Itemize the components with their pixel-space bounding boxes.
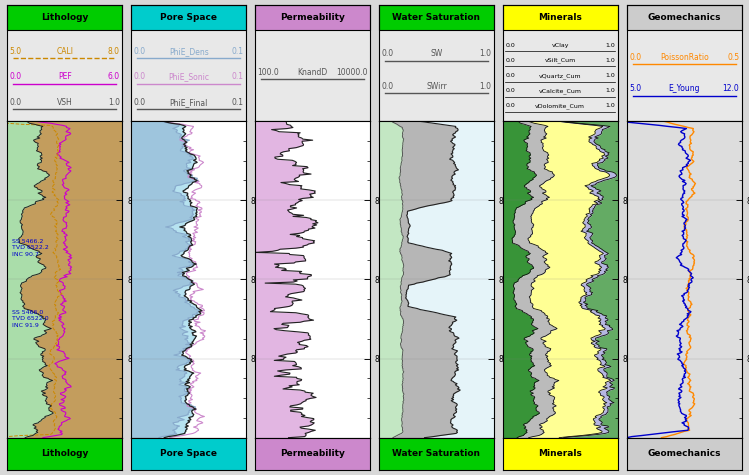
Text: vSilt_Cum: vSilt_Cum bbox=[545, 58, 576, 64]
Text: 0.0: 0.0 bbox=[133, 47, 146, 56]
Text: 1.0: 1.0 bbox=[479, 49, 491, 58]
Bar bbox=[379, 5, 494, 30]
Text: 1.0: 1.0 bbox=[606, 43, 616, 48]
Text: PhiE_Dens: PhiE_Dens bbox=[169, 47, 208, 56]
Text: vDolomite_Cum: vDolomite_Cum bbox=[536, 103, 585, 109]
Text: Minerals: Minerals bbox=[539, 449, 582, 458]
Text: 5.0: 5.0 bbox=[629, 84, 641, 93]
Text: Water Saturation: Water Saturation bbox=[392, 13, 480, 22]
Text: PhiE_Sonic: PhiE_Sonic bbox=[169, 72, 209, 81]
Text: 0.0: 0.0 bbox=[506, 73, 515, 78]
Bar bbox=[7, 5, 122, 30]
Text: 1.0: 1.0 bbox=[606, 88, 616, 94]
Text: 0.0: 0.0 bbox=[629, 53, 641, 62]
Text: 0.0: 0.0 bbox=[506, 58, 515, 63]
Text: 0.0: 0.0 bbox=[381, 82, 393, 91]
Text: 8.0: 8.0 bbox=[108, 47, 120, 56]
Text: Pore Space: Pore Space bbox=[160, 13, 217, 22]
Text: Water Saturation: Water Saturation bbox=[392, 449, 480, 458]
Text: Permeability: Permeability bbox=[280, 449, 345, 458]
Text: 0.0: 0.0 bbox=[506, 43, 515, 48]
Text: 1.0: 1.0 bbox=[606, 104, 616, 108]
Text: E_Young: E_Young bbox=[668, 84, 700, 93]
Text: vQuartz_Cum: vQuartz_Cum bbox=[539, 73, 582, 78]
Text: Geomechanics: Geomechanics bbox=[647, 449, 721, 458]
Text: 1.0: 1.0 bbox=[479, 82, 491, 91]
Text: 0.0: 0.0 bbox=[133, 98, 146, 107]
Text: 1.0: 1.0 bbox=[108, 98, 120, 107]
Text: 0.1: 0.1 bbox=[231, 47, 243, 56]
Text: 0.0: 0.0 bbox=[381, 49, 393, 58]
Text: 0.5: 0.5 bbox=[727, 53, 739, 62]
Text: 0.0: 0.0 bbox=[133, 72, 146, 81]
Text: 12.0: 12.0 bbox=[723, 84, 739, 93]
Text: 100.0: 100.0 bbox=[258, 68, 279, 77]
Text: Pore Space: Pore Space bbox=[160, 449, 217, 458]
Text: VSH: VSH bbox=[57, 98, 73, 107]
Text: Minerals: Minerals bbox=[539, 13, 582, 22]
Text: PEF: PEF bbox=[58, 72, 72, 81]
Text: Permeability: Permeability bbox=[280, 13, 345, 22]
Text: 0.0: 0.0 bbox=[506, 104, 515, 108]
Text: 0.1: 0.1 bbox=[231, 72, 243, 81]
Text: Geomechanics: Geomechanics bbox=[647, 13, 721, 22]
Text: KnandD: KnandD bbox=[297, 68, 328, 77]
Text: 0.0: 0.0 bbox=[506, 88, 515, 94]
Text: 0.0: 0.0 bbox=[10, 72, 22, 81]
Text: 10000.0: 10000.0 bbox=[336, 68, 368, 77]
Text: 6.0: 6.0 bbox=[108, 72, 120, 81]
Text: Lithology: Lithology bbox=[41, 13, 88, 22]
Bar bbox=[503, 5, 618, 30]
Text: 5.0: 5.0 bbox=[10, 47, 22, 56]
Bar bbox=[131, 5, 246, 30]
Text: SWirr: SWirr bbox=[426, 82, 447, 91]
Text: vCalcite_Cum: vCalcite_Cum bbox=[539, 88, 582, 94]
Text: PhiE_Final: PhiE_Final bbox=[169, 98, 208, 107]
Text: 0.1: 0.1 bbox=[231, 98, 243, 107]
Text: vClay: vClay bbox=[551, 43, 569, 48]
Text: Lithology: Lithology bbox=[41, 449, 88, 458]
Bar bbox=[255, 5, 370, 30]
Text: SS 5466.0
TVD 6522.0
INC 91.9: SS 5466.0 TVD 6522.0 INC 91.9 bbox=[12, 310, 49, 328]
Text: 0.0: 0.0 bbox=[10, 98, 22, 107]
Text: CALI: CALI bbox=[56, 47, 73, 56]
Text: 1.0: 1.0 bbox=[606, 58, 616, 63]
Text: SW: SW bbox=[431, 49, 443, 58]
Text: SS 5466.2
TVD 6522.2
INC 90.7: SS 5466.2 TVD 6522.2 INC 90.7 bbox=[12, 238, 49, 257]
Text: PoissonRatio: PoissonRatio bbox=[660, 53, 709, 62]
Bar bbox=[627, 5, 742, 30]
Text: 1.0: 1.0 bbox=[606, 73, 616, 78]
